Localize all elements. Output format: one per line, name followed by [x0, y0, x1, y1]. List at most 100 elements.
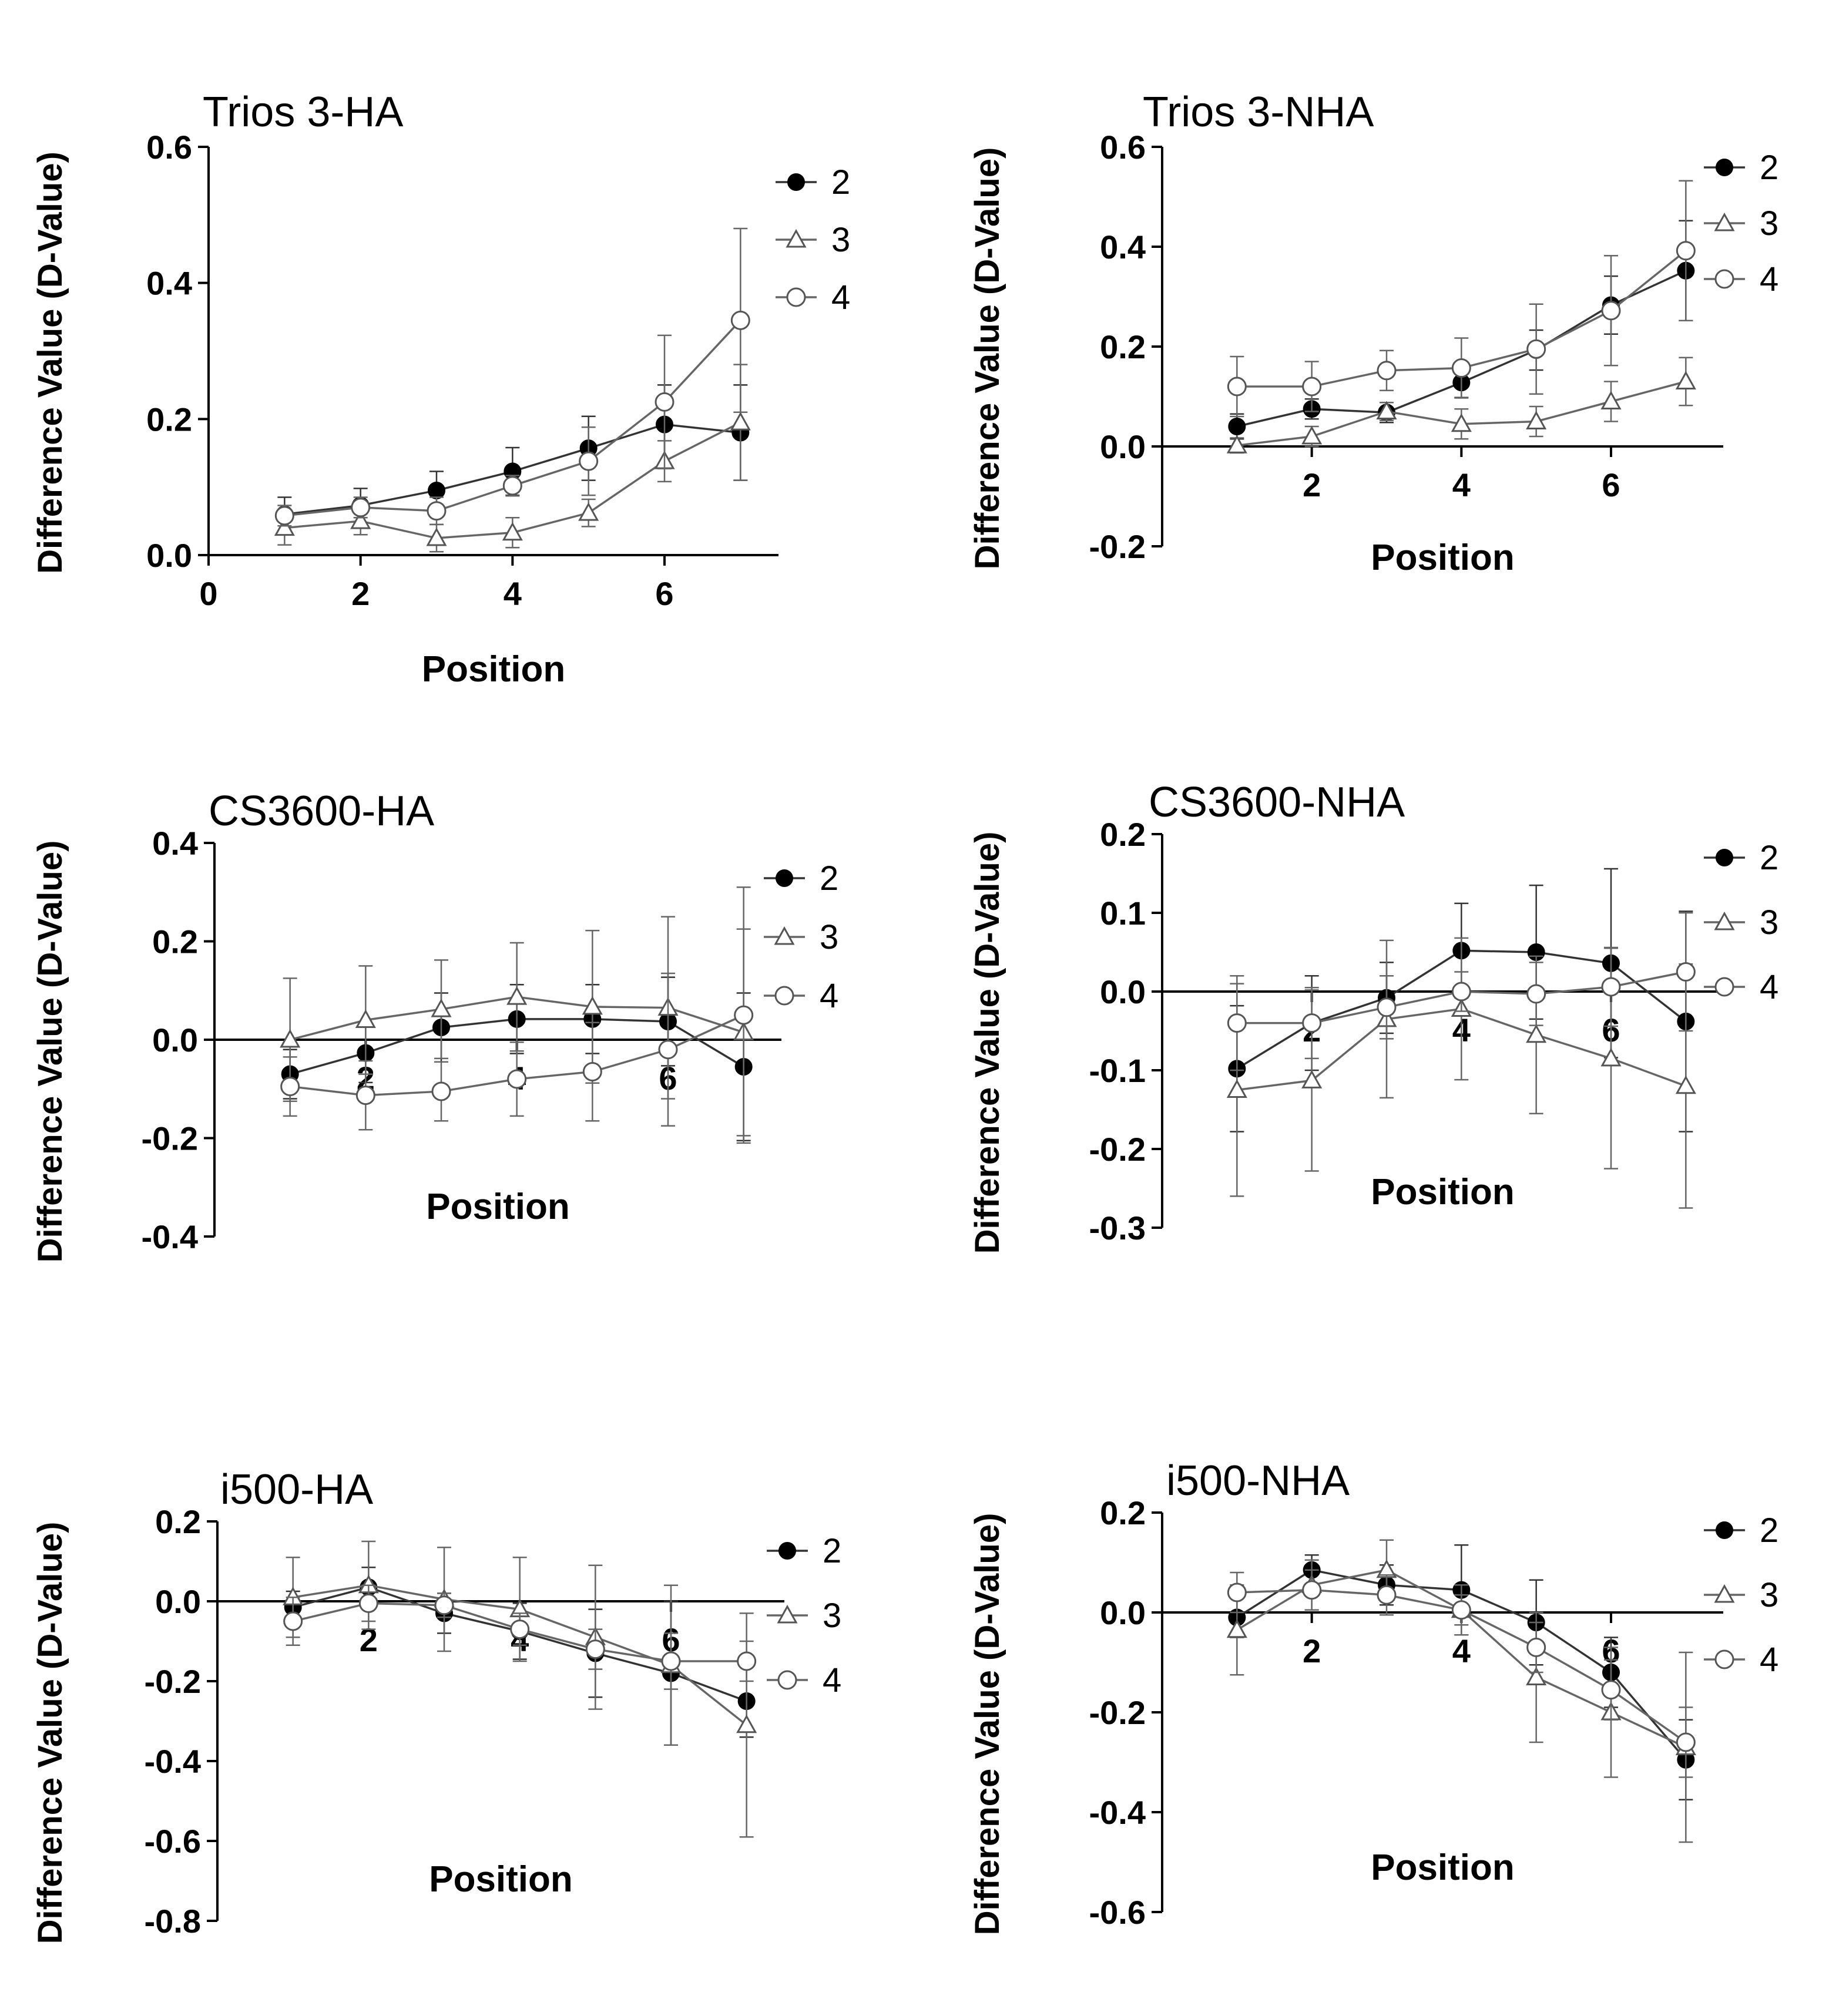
data-point: [1301, 425, 1323, 445]
data-point: [1301, 1070, 1323, 1088]
x-tick-label: 4: [1452, 1632, 1471, 1669]
legend-marker: [776, 869, 793, 887]
data-point: [579, 451, 599, 471]
data-point: [1377, 1585, 1397, 1605]
y-tick-label: 0.4: [146, 265, 192, 302]
legend-marker: [787, 173, 805, 191]
y-axis-label: Difference Value (D-Value): [31, 152, 69, 574]
y-tick-label: -0.2: [1089, 528, 1146, 565]
legend: 2 3 4: [1704, 1511, 1778, 1679]
legend-label: 3: [820, 918, 838, 956]
x-tick-label: 2: [1303, 466, 1321, 503]
legend-label: 4: [1760, 1641, 1778, 1679]
x-tick-label: 4: [504, 575, 522, 612]
chart-panel-6: i500-NHA-0.6-0.4-0.20.00.22 4 6Difference …: [968, 1457, 1778, 1935]
data-point: [1526, 1638, 1546, 1657]
y-tick-label: 0.2: [1100, 328, 1146, 365]
legend-marker: [774, 926, 795, 945]
series-2: [1228, 220, 1695, 440]
data-point: [510, 1619, 530, 1639]
legend-marker: [786, 287, 806, 307]
data-point: [1675, 1075, 1696, 1094]
series-4: [274, 227, 750, 527]
data-point: [274, 506, 294, 526]
series-4: [1227, 912, 1696, 1071]
legend-label: 2: [1760, 149, 1778, 187]
legend-marker: [1714, 269, 1734, 289]
legend: 2 3 4: [764, 859, 838, 1015]
data-point: [1376, 401, 1397, 419]
y-tick-label: 0.6: [146, 129, 192, 166]
y-tick-label: 0.0: [155, 1583, 201, 1620]
y-axis-label: Difference Value (D-Value): [968, 1513, 1006, 1936]
data-point: [280, 1077, 300, 1097]
series-3: [283, 1540, 757, 1838]
chart-panel-3: CS3600-HA-0.4-0.20.00.20.4246Difference …: [31, 788, 838, 1262]
series-3: [1226, 1539, 1696, 1843]
y-tick-label: 0.2: [1100, 816, 1146, 853]
data-point: [1227, 1013, 1247, 1033]
y-tick-label: -0.2: [145, 1663, 202, 1700]
x-axis-label: Position: [422, 649, 566, 690]
data-point: [1601, 301, 1621, 321]
data-point: [1676, 962, 1696, 982]
data-point: [280, 1029, 301, 1048]
y-tick-label: 0.4: [152, 825, 198, 862]
legend-marker: [1716, 1521, 1733, 1539]
legend-marker: [1714, 1584, 1735, 1603]
data-point: [355, 1009, 376, 1028]
y-tick-label: -0.6: [1089, 1894, 1146, 1931]
y-tick-label: -0.2: [1089, 1694, 1146, 1731]
panel-title: CS3600-NHA: [1149, 779, 1405, 826]
legend-marker: [1714, 977, 1734, 997]
data-point: [1676, 241, 1696, 261]
data-point: [1451, 1600, 1471, 1620]
data-point: [355, 1086, 375, 1106]
data-point: [1227, 377, 1247, 397]
legend-label: 4: [1760, 968, 1778, 1006]
data-point: [431, 1081, 451, 1101]
series-3: [1226, 357, 1696, 454]
y-tick-label: -0.6: [145, 1823, 202, 1860]
data-point: [1227, 1582, 1247, 1602]
y-tick-label: 0.0: [146, 537, 192, 574]
data-point: [582, 1061, 602, 1081]
y-tick-label: -0.3: [1089, 1209, 1146, 1246]
y-tick-label: -0.2: [142, 1120, 199, 1157]
data-point: [358, 1593, 378, 1613]
x-tick-label: 4: [1452, 466, 1471, 503]
y-tick-label: 0.2: [155, 1503, 201, 1540]
data-point: [578, 502, 599, 521]
legend-label: 3: [831, 221, 850, 259]
data-point: [736, 1714, 757, 1733]
legend-marker: [1714, 212, 1735, 231]
data-point: [655, 392, 674, 412]
legend-marker: [774, 986, 794, 1006]
data-point: [1526, 984, 1546, 1004]
legend-label: 2: [823, 1532, 841, 1570]
x-axis-label: Position: [426, 1187, 570, 1227]
legend-marker: [1716, 159, 1733, 176]
data-point: [427, 501, 447, 521]
data-point: [431, 998, 452, 1017]
data-point: [1526, 339, 1546, 359]
legend-marker: [777, 1670, 797, 1690]
data-point: [1228, 418, 1246, 435]
y-tick-label: 0.0: [1100, 973, 1146, 1010]
data-point: [350, 510, 371, 529]
data-point: [506, 986, 528, 1005]
data-point: [1601, 977, 1621, 997]
chart-panel-1: Trios 3-HA 0.0 0.2 0.4 0.6 0 2 4 6 Difference Val…: [31, 89, 850, 690]
data-point: [1377, 997, 1397, 1017]
y-tick-label: 0.2: [146, 401, 192, 438]
series-4: [1227, 180, 1696, 418]
x-axis-label: Position: [1371, 1847, 1515, 1888]
legend-marker: [1714, 911, 1735, 930]
y-tick-label: -0.2: [1089, 1131, 1146, 1168]
legend-label: 3: [1760, 903, 1778, 942]
panel-title: i500-HA: [220, 1466, 373, 1513]
data-point: [1302, 1013, 1322, 1033]
y-tick-label: -0.4: [1089, 1794, 1146, 1831]
data-point: [1600, 1047, 1622, 1067]
